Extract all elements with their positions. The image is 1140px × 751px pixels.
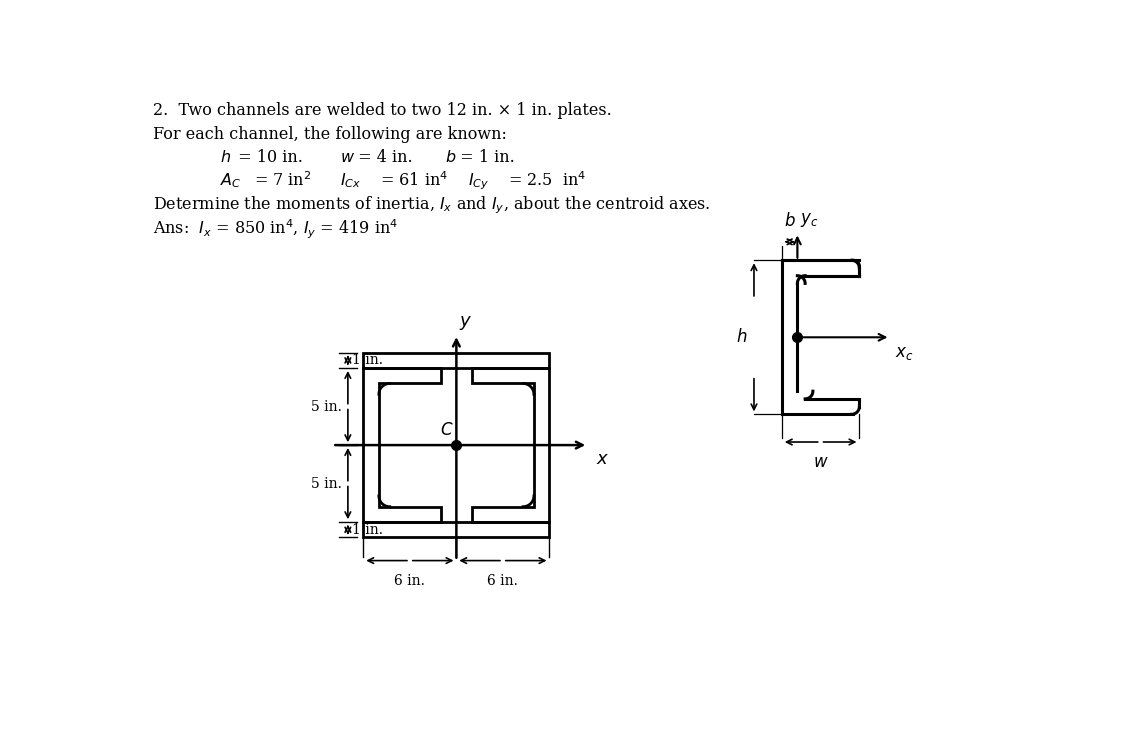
Text: 2.  Two channels are welded to two 12 in. × 1 in. plates.: 2. Two channels are welded to two 12 in.… [153,102,611,119]
Text: $b$: $b$ [783,213,796,231]
Text: $x_c$: $x_c$ [895,345,913,362]
Text: Determine the moments of inertia, $I_x$ and $I_y$, about the centroid axes.: Determine the moments of inertia, $I_x$ … [153,195,710,216]
Text: $I_{Cx}$: $I_{Cx}$ [340,172,361,191]
Text: $b$: $b$ [445,149,456,166]
Text: = 61 in$^4$: = 61 in$^4$ [375,172,448,191]
Text: $y$: $y$ [459,314,473,332]
Text: $I_{Cy}$: $I_{Cy}$ [469,172,489,192]
Text: = 10 in.: = 10 in. [234,149,303,166]
Text: $x$: $x$ [596,450,609,468]
Text: For each channel, the following are known:: For each channel, the following are know… [153,125,506,143]
Text: 5 in.: 5 in. [311,400,342,414]
Text: 1 in.: 1 in. [352,354,383,367]
Text: $y_c$: $y_c$ [800,212,819,230]
Text: Ans:  $I_x$ = 850 in$^4$, $I_y$ = 419 in$^4$: Ans: $I_x$ = 850 in$^4$, $I_y$ = 419 in$… [153,218,398,241]
Text: = 1 in.: = 1 in. [455,149,514,166]
Text: = 2.5  in$^4$: = 2.5 in$^4$ [503,172,586,191]
Text: $C$: $C$ [440,422,454,439]
Text: $w$: $w$ [813,454,829,471]
Text: 6 in.: 6 in. [394,575,425,589]
Text: 1 in.: 1 in. [352,523,383,537]
Text: = 7 in$^2$: = 7 in$^2$ [250,172,312,191]
Text: $h$: $h$ [220,149,231,166]
Text: 6 in.: 6 in. [488,575,519,589]
Text: $h$: $h$ [736,328,748,346]
Text: = 4 in.: = 4 in. [353,149,413,166]
Text: 5 in.: 5 in. [311,477,342,490]
Text: $A_C$: $A_C$ [220,172,242,191]
Text: $w$: $w$ [340,149,356,166]
